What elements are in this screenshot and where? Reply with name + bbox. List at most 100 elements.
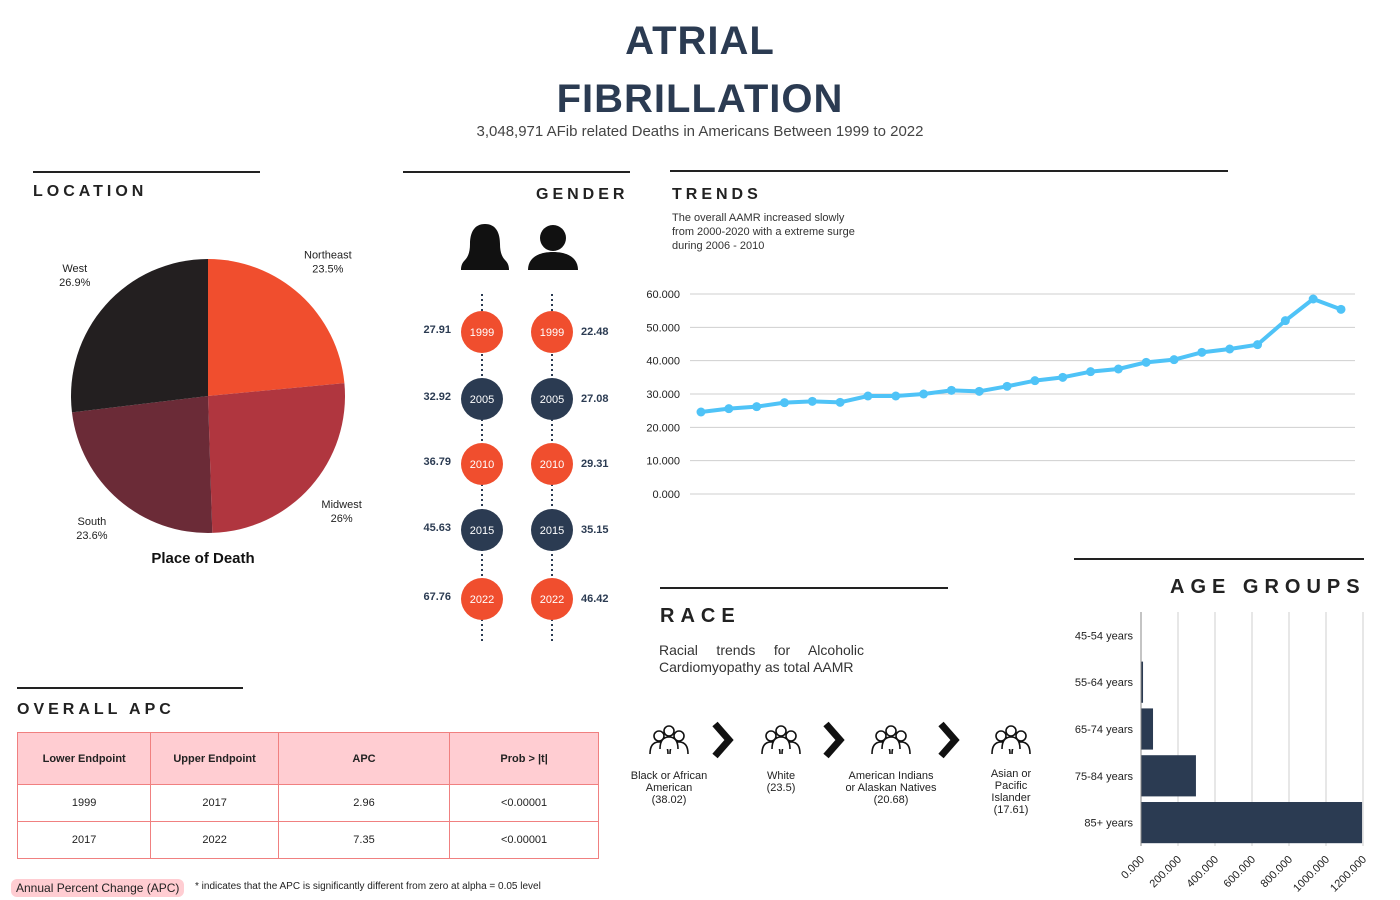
y-tick-label: 10.000 — [646, 456, 680, 468]
female-icon — [461, 224, 509, 270]
apc-table: Lower Endpoint Upper Endpoint APC Prob > |t… — [16, 732, 599, 859]
people-body — [659, 736, 679, 750]
people-head — [895, 730, 907, 742]
trend-point — [752, 402, 762, 412]
trend-point — [696, 407, 706, 417]
y-tick-label: 60.000 — [646, 289, 680, 301]
table-header: APC — [277, 732, 451, 785]
trend-point — [835, 397, 845, 407]
y-tick-label: 85+ years — [1084, 818, 1133, 830]
y-tick-label: 50.000 — [646, 322, 680, 334]
people-head — [1015, 730, 1027, 742]
people-head — [663, 725, 675, 737]
trend-point — [1308, 294, 1318, 304]
year-dot — [531, 578, 573, 620]
male-rate: 46.42 — [581, 593, 609, 605]
year-label: 2010 — [540, 459, 564, 471]
people-head — [995, 730, 1007, 742]
slice-label: South — [78, 516, 107, 528]
year-dot — [531, 509, 573, 551]
race-value: (23.5) — [766, 782, 796, 794]
table-row: 1999 2017 2.96 <0.00001 — [16, 784, 599, 822]
table-row: 2017 2022 7.35 <0.00001 — [16, 821, 599, 859]
year-label: 2022 — [470, 594, 494, 606]
female-rate: 67.76 — [423, 591, 451, 603]
trend-point — [1253, 340, 1263, 350]
female-rate: 32.92 — [423, 391, 451, 403]
x-tick-label: 1200.000 — [1328, 854, 1369, 895]
people-head — [673, 730, 685, 742]
people-head — [653, 730, 665, 742]
rule — [403, 171, 630, 173]
pie-slice — [71, 396, 213, 533]
year-dot — [531, 378, 573, 420]
race-group: American Indians or Alaskan Natives (20.6… — [836, 770, 946, 806]
section-heading: LOCATION — [33, 183, 148, 200]
people-body — [1001, 736, 1021, 750]
table-header: Prob > |t| — [449, 732, 599, 785]
slice-value: 26.9% — [59, 277, 90, 289]
subtitle: 3,048,971 AFib related Deaths in America… — [476, 123, 924, 140]
trend-point — [1002, 381, 1012, 391]
male-rate: 27.08 — [581, 393, 609, 405]
slice-label: Northeast — [304, 249, 352, 261]
x-tick-label: 800.000 — [1259, 854, 1296, 891]
race-name: Asian or Pacific Islander — [990, 768, 1032, 804]
trend-point — [946, 385, 956, 395]
race-name: American Indians or Alaskan Natives — [845, 770, 937, 794]
trend-point — [974, 386, 984, 396]
trend-point — [724, 404, 734, 414]
race-value: (20.68) — [873, 794, 909, 806]
section-heading: GENDER — [536, 186, 629, 203]
year-label: 2005 — [540, 394, 564, 406]
rule — [1074, 558, 1364, 560]
pie-slice — [208, 383, 345, 533]
table-cell: 1999 — [16, 784, 152, 822]
people-head — [1005, 725, 1017, 737]
trend-line — [700, 297, 1342, 414]
x-tick-label: 400.000 — [1185, 854, 1222, 891]
x-tick-label: 600.000 — [1222, 854, 1259, 891]
race-group: Asian or Pacific Islander (17.61) — [956, 768, 1066, 816]
bar — [1141, 755, 1196, 797]
trend-point — [863, 391, 873, 401]
table-header: Upper Endpoint — [150, 732, 279, 785]
chevron — [938, 721, 960, 759]
people-head — [885, 725, 897, 737]
trend-point — [1141, 357, 1151, 367]
bar — [1141, 708, 1154, 750]
trend-point — [919, 389, 929, 399]
trend-point — [1225, 344, 1235, 354]
table-header: Lower Endpoint — [16, 732, 152, 785]
chevron — [712, 721, 734, 759]
x-tick-label: 0.000 — [1119, 854, 1147, 882]
year-label: 2005 — [470, 394, 494, 406]
page-title: ATRIAL FIBRILLATION — [556, 19, 844, 121]
trend-point — [1280, 316, 1290, 326]
year-dot — [531, 311, 573, 353]
year-label: 1999 — [540, 327, 564, 339]
table-cell: 2022 — [150, 821, 279, 859]
rule — [33, 171, 260, 173]
section-heading: AGE GROUPS — [1170, 576, 1366, 598]
trend-note: The overall AAMR increased slowly from 2… — [672, 212, 855, 252]
year-dot — [531, 443, 573, 485]
rule — [670, 170, 1228, 172]
x-tick-label: 1000.000 — [1291, 854, 1332, 895]
pie-slice — [70, 259, 208, 413]
table-cell: <0.00001 — [449, 821, 599, 859]
race-name: White — [766, 770, 796, 782]
race-description: Racial trends for Alcoholic Cardiomyopat… — [659, 642, 864, 675]
slice-value: 23.6% — [76, 530, 107, 542]
y-tick-label: 65-74 years — [1075, 724, 1134, 736]
trend-point — [891, 391, 901, 401]
race-value: (17.61) — [993, 804, 1029, 816]
year-label: 2022 — [540, 594, 564, 606]
year-label: 1999 — [470, 327, 494, 339]
year-dot — [461, 378, 503, 420]
trend-point — [1113, 364, 1123, 374]
female-rate: 27.91 — [423, 324, 451, 336]
female-rate: 45.63 — [423, 522, 451, 534]
